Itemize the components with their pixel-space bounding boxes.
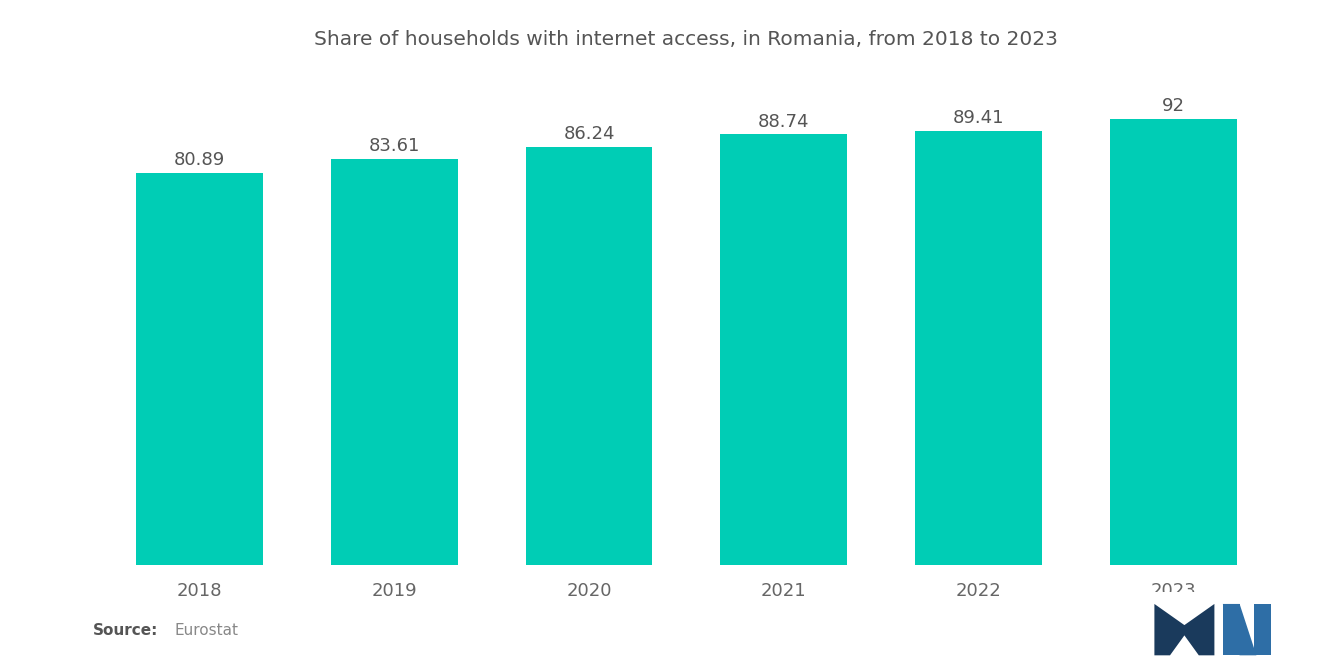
Bar (1110, 118, 1237, 565)
Bar (721, 134, 847, 565)
Text: Source:: Source: (92, 623, 158, 638)
Bar (525, 146, 652, 565)
Text: Eurostat: Eurostat (174, 623, 238, 638)
Text: 86.24: 86.24 (564, 125, 615, 143)
Title: Share of households with internet access, in Romania, from 2018 to 2023: Share of households with internet access… (314, 30, 1059, 49)
Polygon shape (1222, 604, 1257, 655)
Bar (136, 173, 263, 565)
Bar (915, 131, 1041, 565)
Polygon shape (1155, 604, 1214, 655)
Polygon shape (1222, 604, 1239, 655)
Polygon shape (1254, 604, 1271, 655)
Bar (331, 160, 458, 565)
Text: 80.89: 80.89 (174, 151, 226, 169)
Text: 83.61: 83.61 (368, 138, 420, 156)
Text: 88.74: 88.74 (758, 112, 809, 130)
Text: 89.41: 89.41 (953, 109, 1005, 127)
Text: 92: 92 (1162, 96, 1185, 115)
